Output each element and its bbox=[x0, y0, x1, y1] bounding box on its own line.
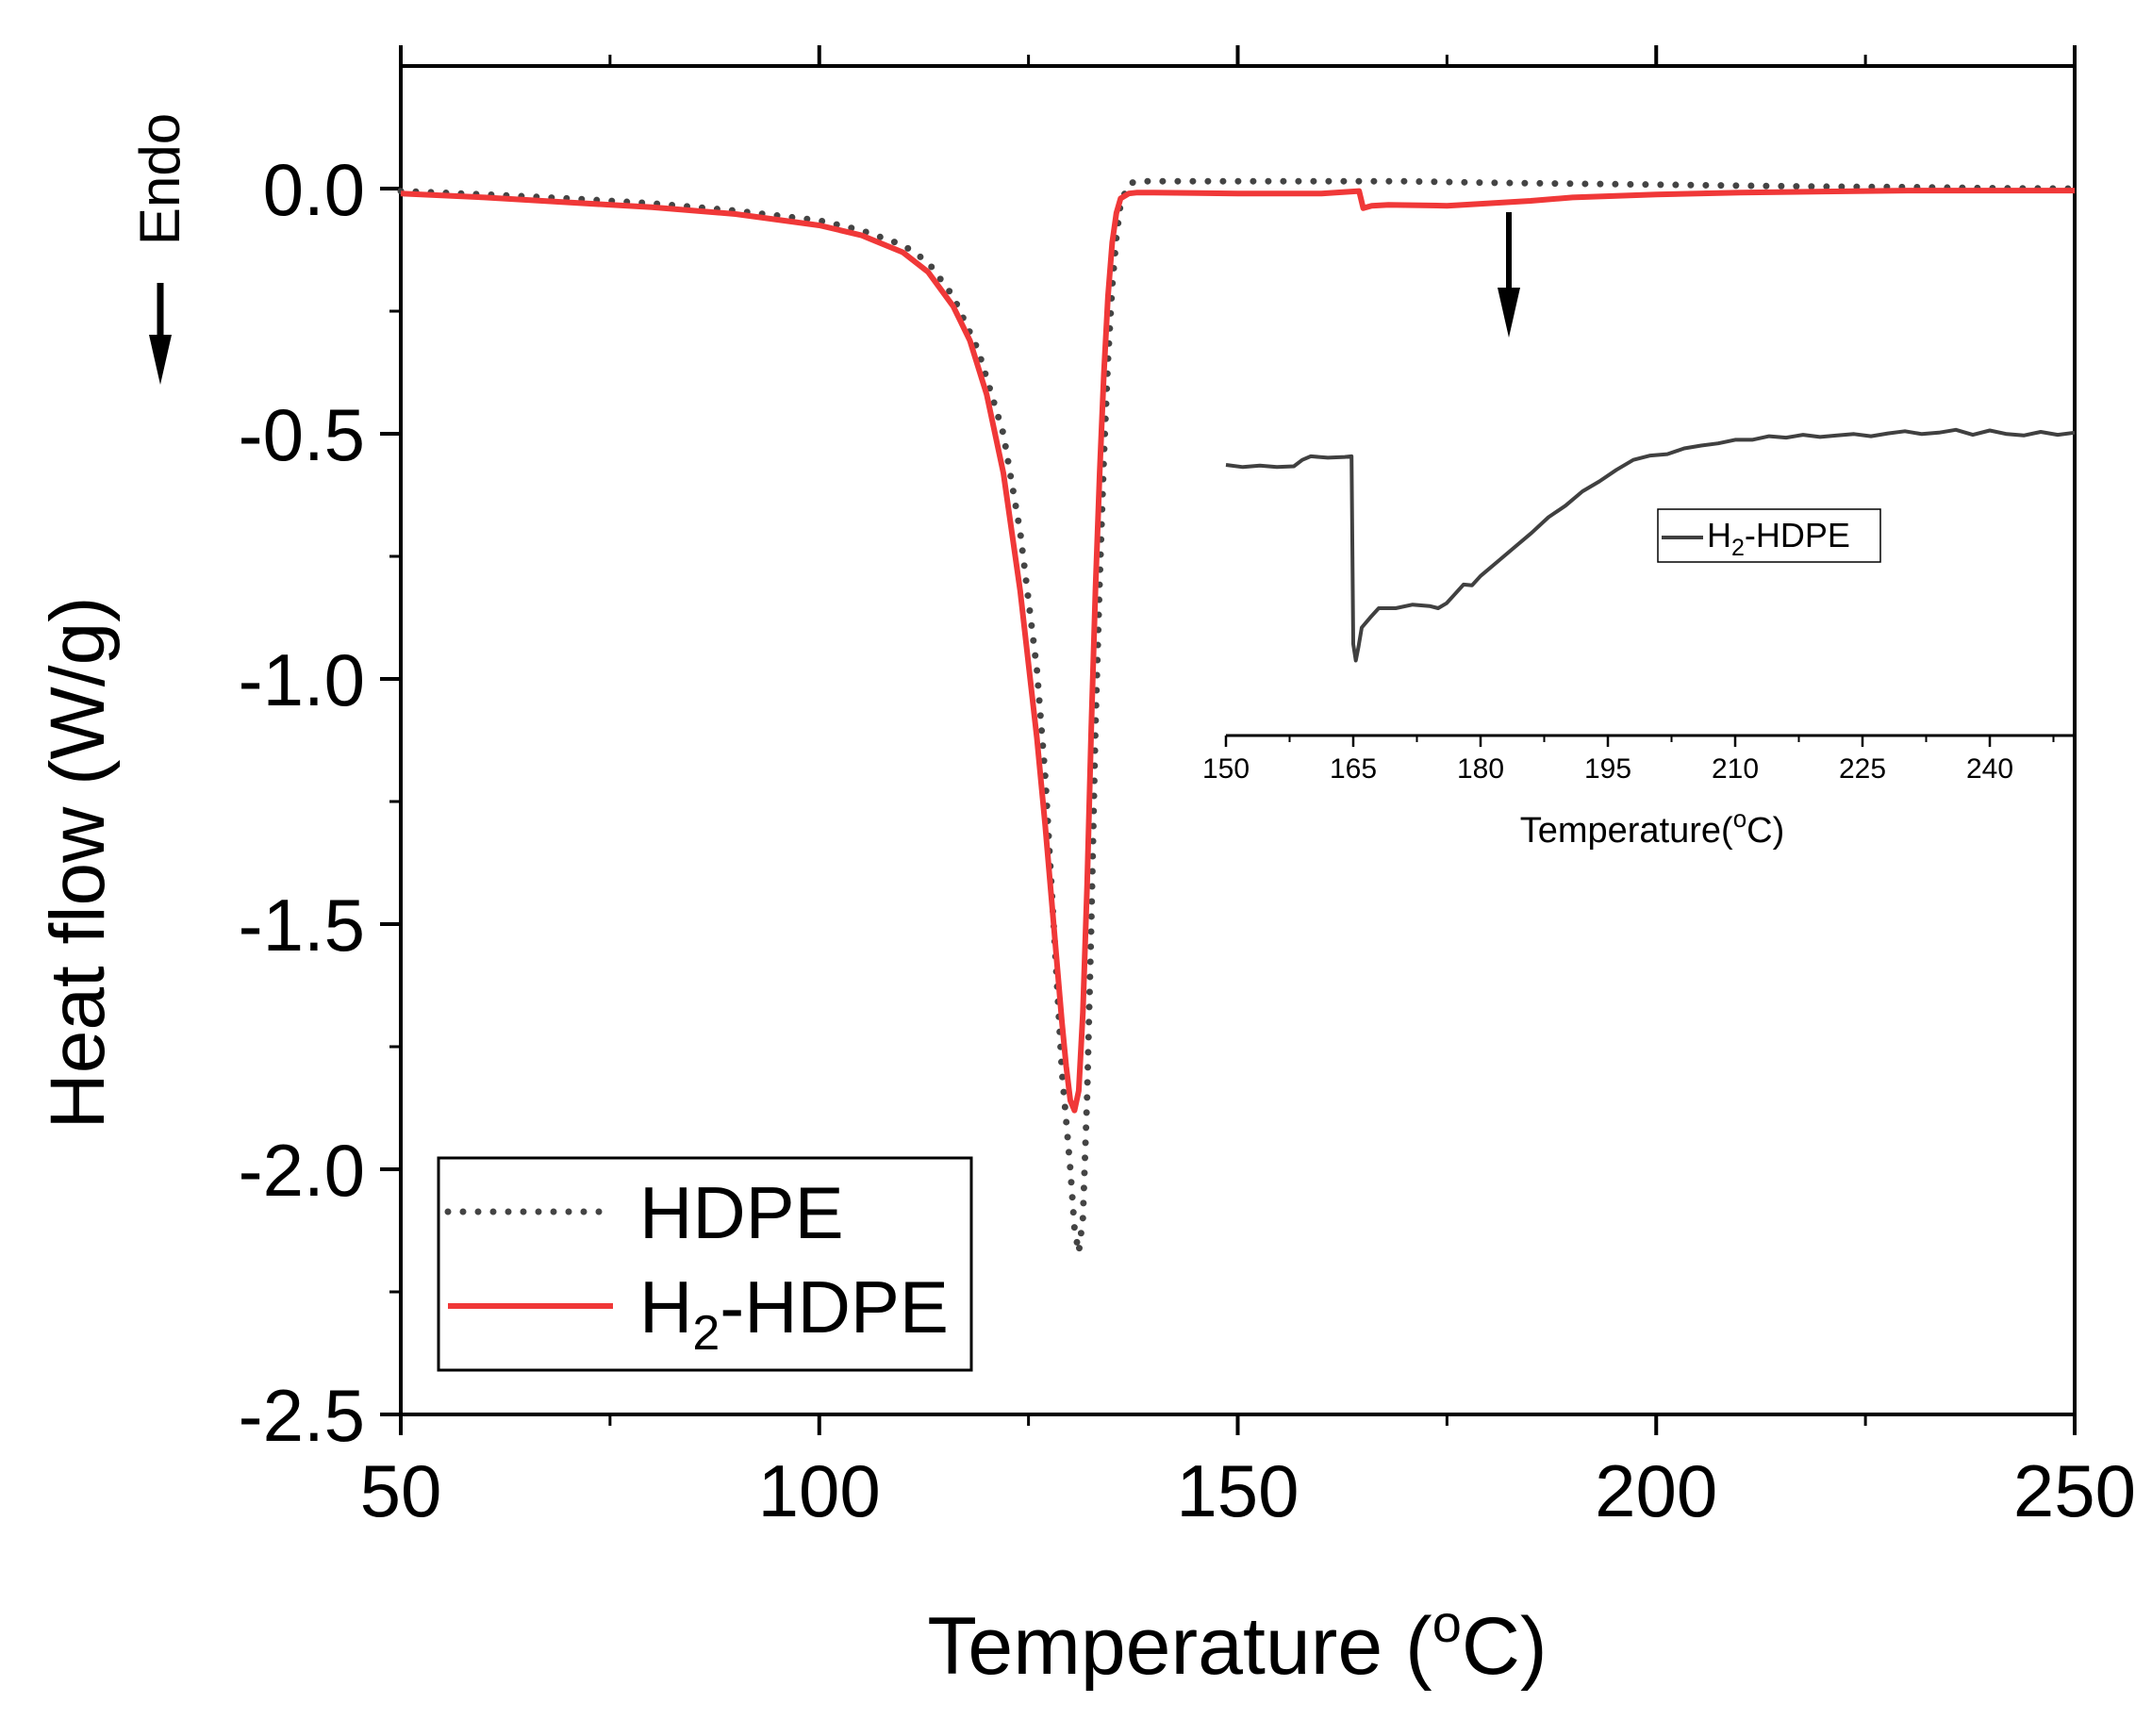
main-legend-box bbox=[437, 1156, 973, 1372]
inset-x-axis-title: Temperature(oC) bbox=[1520, 804, 1785, 851]
y-tick-label: -1.0 bbox=[239, 638, 365, 721]
inset-legend-label: H2-HDPE bbox=[1707, 516, 1850, 561]
y-tick-label: 0.0 bbox=[263, 148, 365, 231]
inset-x-ticks: 150 165 180 195 210 225 240 bbox=[1202, 736, 2055, 785]
endo-label: Endo bbox=[128, 113, 191, 245]
inset-legend: H2-HDPE bbox=[1657, 508, 1881, 563]
y-tick-label: -0.5 bbox=[239, 393, 365, 476]
inset-pointer-arrow bbox=[1498, 212, 1520, 338]
main-y-axis-title: Heat flow (W/g) bbox=[35, 597, 121, 1130]
y-tick-label: -2.5 bbox=[239, 1374, 365, 1457]
legend-hdpe-label: HDPE bbox=[639, 1171, 844, 1254]
inset-h2-hdpe-line bbox=[1225, 427, 2076, 663]
y-tick-label: -1.5 bbox=[239, 884, 365, 967]
x-tick-label: 50 bbox=[360, 1449, 442, 1532]
x-tick-label: 100 bbox=[758, 1449, 881, 1532]
x-tick-label: 150 bbox=[1176, 1449, 1299, 1532]
main-x-ticks: 50 100 150 200 250 bbox=[360, 45, 2136, 1532]
inset-x-tick-label: 195 bbox=[1584, 753, 1631, 785]
y-tick-label: -2.0 bbox=[239, 1129, 365, 1212]
inset-plot: 150 165 180 195 210 225 240 Temperature(oC) H2… bbox=[1202, 427, 2076, 851]
inset-x-tick-label: 165 bbox=[1330, 753, 1377, 785]
legend-h2-hdpe-label: H2-HDPE bbox=[639, 1265, 949, 1361]
x-tick-label: 200 bbox=[1595, 1449, 1717, 1532]
inset-x-tick-label: 240 bbox=[1966, 753, 2013, 785]
inset-down-arrow-icon bbox=[1498, 288, 1520, 338]
inset-x-tick-label: 210 bbox=[1712, 753, 1759, 785]
inset-x-tick-label: 150 bbox=[1202, 753, 1250, 785]
down-arrow-icon bbox=[149, 335, 172, 385]
x-tick-label: 250 bbox=[2013, 1449, 2136, 1532]
inset-x-tick-label: 225 bbox=[1839, 753, 1886, 785]
h2-hdpe-line bbox=[400, 188, 2075, 1114]
main-y-ticks: 0.0 -0.5 -1.0 -1.5 -2.0 -2.5 bbox=[239, 148, 401, 1457]
inset-x-tick-label: 180 bbox=[1457, 753, 1504, 785]
endo-annotation: Endo bbox=[128, 113, 191, 385]
main-x-axis-title: Temperature (oC) bbox=[927, 1594, 1547, 1692]
main-legend: HDPE H2-HDPE bbox=[437, 1156, 973, 1372]
